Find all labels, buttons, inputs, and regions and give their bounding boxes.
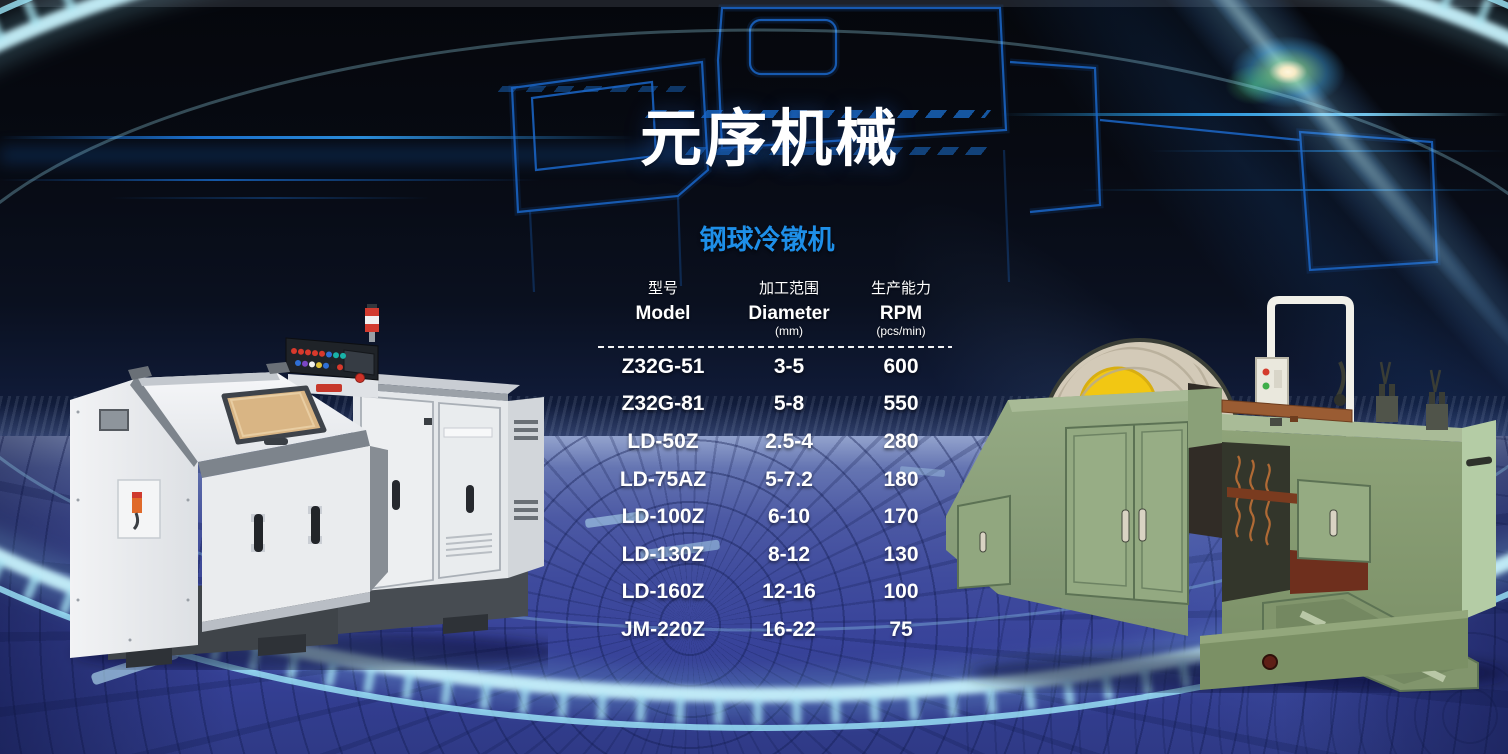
cell-rpm: 600 bbox=[883, 354, 919, 378]
cell-rpm: 75 bbox=[889, 617, 913, 641]
screws bbox=[76, 410, 190, 642]
lens-flare-green bbox=[1225, 65, 1285, 105]
press-door bbox=[1297, 478, 1371, 564]
table-row: LD-130Z 8-12 130 bbox=[598, 536, 952, 574]
table-header-zh: 型号 加工范围 生产能力 bbox=[598, 277, 952, 298]
cell-rpm: 550 bbox=[883, 392, 919, 416]
control-box bbox=[1255, 357, 1289, 407]
cabinet bbox=[353, 373, 544, 592]
cell-model: Z32G-81 bbox=[621, 392, 705, 416]
col-header-rpm: RPM (pcs/min) bbox=[850, 298, 952, 339]
signal-beacon bbox=[365, 304, 379, 342]
cell-rpm: 170 bbox=[883, 505, 919, 529]
cell-rpm: 280 bbox=[883, 429, 919, 453]
cell-diameter: 5-8 bbox=[773, 392, 805, 416]
col-header-rpm-unit: (pcs/min) bbox=[876, 324, 926, 338]
panel-buttons bbox=[291, 348, 365, 383]
table-row: LD-75AZ 5-7.2 180 bbox=[598, 461, 952, 499]
col-header-model: Model bbox=[598, 298, 728, 339]
col-header-rpm-en: RPM bbox=[879, 303, 923, 324]
machine-base bbox=[1200, 610, 1468, 690]
cell-model: LD-50Z bbox=[627, 429, 699, 453]
light-streak bbox=[0, 148, 780, 162]
light-streak bbox=[1080, 189, 1508, 191]
light-streak bbox=[0, 179, 540, 181]
page-title: 元序机械 bbox=[639, 105, 901, 174]
table-header-en: Model Diameter (mm) RPM (pcs/min) bbox=[598, 298, 952, 339]
cell-model: Z32G-51 bbox=[621, 354, 705, 378]
top-strip bbox=[0, 0, 1508, 7]
light-streak bbox=[1150, 150, 1508, 152]
hood bbox=[946, 388, 1222, 636]
left-machine-image bbox=[70, 304, 548, 670]
hood-window bbox=[221, 385, 327, 445]
col-header-diameter: Diameter (mm) bbox=[728, 298, 850, 339]
spec-table: 型号 加工范围 生产能力 Model Diameter (mm) RPM (pc… bbox=[598, 277, 952, 649]
table-row: LD-100Z 6-10 170 bbox=[598, 498, 952, 536]
col-header-diameter-unit: (mm) bbox=[775, 324, 803, 338]
col-header-model-zh: 型号 bbox=[647, 280, 678, 297]
cell-model: JM-220Z bbox=[620, 617, 706, 641]
col-header-model-en: Model bbox=[635, 303, 691, 324]
col-header-diameter-zh: 加工范围 bbox=[758, 280, 819, 297]
hood-unit bbox=[70, 362, 388, 658]
pipe-frame bbox=[1267, 296, 1354, 470]
front-handles bbox=[251, 506, 322, 552]
cell-model: LD-160Z bbox=[621, 580, 705, 604]
table-row: Z32G-51 3-5 600 bbox=[598, 348, 952, 386]
side-vents bbox=[514, 420, 538, 520]
cell-diameter: 12-16 bbox=[762, 580, 816, 604]
light-streak bbox=[0, 136, 660, 139]
cell-model: LD-100Z bbox=[621, 505, 705, 529]
hood-side-door bbox=[957, 494, 1011, 590]
cell-diameter: 3-5 bbox=[773, 354, 805, 378]
wireframe-machine-outline bbox=[508, 4, 1441, 293]
cell-diameter: 6-10 bbox=[767, 505, 811, 529]
deck-tools bbox=[1221, 361, 1448, 430]
cell-model: LD-130Z bbox=[621, 542, 705, 566]
cell-rpm: 180 bbox=[883, 467, 919, 491]
right-machine-image bbox=[946, 296, 1508, 693]
cell-diameter: 8-12 bbox=[767, 542, 811, 566]
cell-diameter: 16-22 bbox=[762, 617, 816, 641]
table-separator bbox=[598, 346, 952, 348]
cell-rpm: 130 bbox=[883, 542, 919, 566]
hood-doors bbox=[1065, 420, 1189, 606]
col-header-rpm-zh: 生产能力 bbox=[870, 280, 931, 297]
table-row: LD-160Z 12-16 100 bbox=[598, 574, 952, 612]
side-switch bbox=[132, 492, 142, 531]
table-row: LD-50Z 2.5-4 280 bbox=[598, 423, 952, 461]
spec-table-rows: Z32G-51 3-5 600 Z32G-81 5-8 550 LD-50Z 2… bbox=[598, 348, 952, 649]
page-subtitle: 钢球冷镦机 bbox=[699, 225, 835, 255]
control-panel bbox=[285, 304, 379, 398]
press-section bbox=[1221, 361, 1496, 636]
col-header-diameter-en: Diameter bbox=[748, 303, 830, 324]
lens-flare bbox=[1208, 22, 1368, 122]
table-row: Z32G-81 5-8 550 bbox=[598, 386, 952, 424]
light-streak bbox=[110, 197, 430, 199]
col-header-model-unit bbox=[598, 325, 728, 339]
cell-diameter: 2.5-4 bbox=[765, 429, 813, 453]
table-row: JM-220Z 16-22 75 bbox=[598, 611, 952, 649]
cell-rpm: 100 bbox=[883, 580, 919, 604]
cell-diameter: 5-7.2 bbox=[765, 467, 813, 491]
cell-model: LD-75AZ bbox=[619, 467, 707, 491]
